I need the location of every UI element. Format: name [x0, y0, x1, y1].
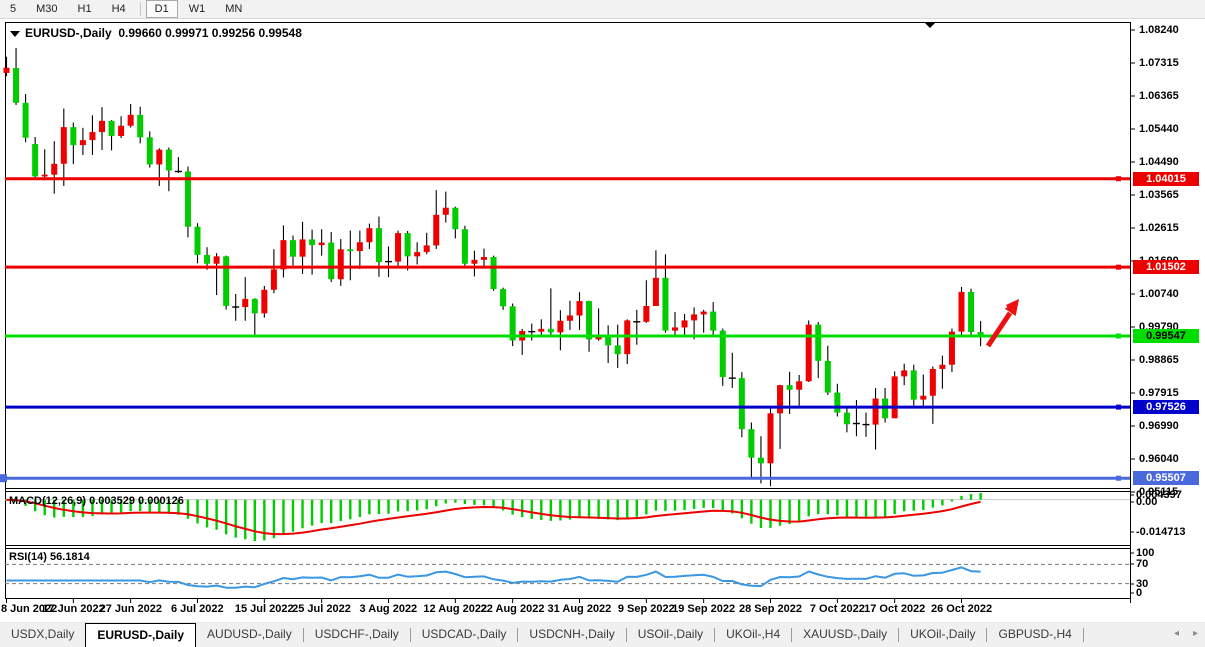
- chart-ohlc-values: 0.99660 0.99971 0.99256 0.99548: [118, 26, 302, 40]
- date-axis-tick: 17 Jun 2022: [42, 603, 105, 615]
- date-axis-tick: 27 Jun 2022: [99, 603, 163, 615]
- price-axis-tick: 0.96990: [1139, 419, 1179, 432]
- price-axis-tick: 1.04490: [1139, 155, 1179, 168]
- hline-price-label: 0.97526: [1133, 400, 1199, 415]
- price-axis-tick: 0.96040: [1139, 452, 1179, 465]
- price-axis-tick: 1.05440: [1139, 122, 1179, 135]
- timeframe-button-h4[interactable]: H4: [111, 3, 126, 15]
- chart-tab-usdcad-daily[interactable]: USDCAD-,Daily: [421, 627, 507, 641]
- hline-price-label: 0.99547: [1133, 328, 1199, 343]
- rsi-axis-tick: 70: [1136, 557, 1149, 570]
- rsi-axis-tick: 100: [1136, 546, 1155, 559]
- price-axis-tick: 1.02615: [1139, 221, 1179, 234]
- chart-symbol-period: EURUSD-,Daily: [25, 26, 112, 40]
- chart-tab-usdx-daily[interactable]: USDX,Daily: [11, 627, 75, 641]
- date-axis-tick: 9 Sep 2022: [617, 603, 675, 615]
- rsi-axis-tick: 0: [1136, 586, 1143, 599]
- price-shift-marker: [925, 23, 935, 28]
- date-axis-tick: 19 Sep 2022: [672, 603, 736, 615]
- date-axis-tick: 22 Aug 2022: [480, 603, 545, 615]
- macd-label: MACD(12,26,9) 0.003529 0.000126: [9, 495, 184, 507]
- toolbar-separator: [139, 2, 141, 16]
- macd-signal-line: [6, 498, 981, 536]
- price-axis-tick: 1.08240: [1139, 23, 1179, 36]
- date-axis-tick: 6 Jul 2022: [171, 603, 224, 615]
- tabbar-spacer: [1084, 623, 1167, 647]
- price-axis-tick: 1.07315: [1139, 56, 1179, 69]
- tab-separator: [517, 628, 519, 642]
- tab-separator: [302, 628, 304, 642]
- tabs-scroll-right-icon[interactable]: ▸: [1192, 628, 1198, 639]
- date-axis-tick: 15 Jul 2022: [234, 603, 294, 615]
- chart-tab-bar: USDX,Daily EURUSD-,Daily AUDUSD-,Daily USDC…: [0, 622, 1205, 647]
- price-axis-tick: 0.98865: [1139, 353, 1179, 366]
- price-axis-tick: 1.06365: [1139, 89, 1179, 102]
- macd-axis-tick: 0.00: [1136, 495, 1158, 508]
- chart-tab-xauusd-daily[interactable]: XAUUSD-,Daily: [803, 627, 888, 641]
- rsi-axis-tick: 30: [1136, 577, 1149, 590]
- rsi-label: RSI(14) 56.1814: [9, 551, 90, 563]
- chart-title: EURUSD-,Daily 0.99660 0.99971 0.99256 0.…: [10, 26, 302, 40]
- rsi-line: [6, 566, 981, 589]
- hline-price-label: 0.95507: [1133, 471, 1199, 486]
- macd-name: MACD(12,26,9): [9, 495, 87, 507]
- date-axis-tick: 28 Sep 2022: [739, 603, 802, 615]
- timeframe-button-w1[interactable]: W1: [188, 3, 206, 15]
- timeframe-button-h1[interactable]: H1: [77, 3, 92, 15]
- date-axis-tick: 8 Jun 2022: [1, 603, 58, 615]
- price-axis-tick: 1.00740: [1139, 287, 1179, 300]
- timeframe-toolbar: 5 M30 H1 H4 D1 W1 MN: [0, 0, 1205, 19]
- tab-separator: [898, 628, 900, 642]
- price-axis-tick: 0.97915: [1139, 386, 1179, 399]
- timeframe-button-5[interactable]: 5: [10, 3, 17, 15]
- tab-separator: [1082, 628, 1084, 642]
- chart-tab-eurusd-daily[interactable]: EURUSD-,Daily: [85, 623, 197, 647]
- tab-separator: [409, 628, 411, 642]
- tab-separator: [625, 628, 627, 642]
- price-axis-tick: 1.03565: [1139, 188, 1179, 201]
- date-axis-tick: 3 Aug 2022: [359, 603, 418, 615]
- macd-axis-tick: 0.004397: [1136, 488, 1182, 501]
- tab-separator: [714, 628, 716, 642]
- timeframe-button-m30[interactable]: M30: [36, 3, 58, 15]
- date-axis-tick: 26 Oct 2022: [931, 603, 993, 615]
- macd-axis-tick: -0.014713: [1136, 525, 1186, 538]
- chart-tab-ukoil-daily[interactable]: UKOil-,Daily: [910, 627, 976, 641]
- macd-histogram: [5, 493, 982, 541]
- date-axis-tick: 7 Oct 2022: [809, 603, 865, 615]
- timeframe-button-mn[interactable]: MN: [225, 3, 243, 15]
- tab-separator: [791, 628, 793, 642]
- chart-tab-audusd-daily[interactable]: AUDUSD-,Daily: [207, 627, 292, 641]
- price-axis-tick: 0.95115: [1139, 485, 1179, 498]
- rsi-value: 56.1814: [49, 551, 90, 563]
- chart-tab-gbpusd-h4[interactable]: GBPUSD-,H4: [998, 627, 1072, 641]
- tab-separator: [986, 628, 988, 642]
- chart-tab-ukoil-h4[interactable]: UKOil-,H4: [726, 627, 781, 641]
- date-axis-tick: 25 Jul 2022: [292, 603, 351, 615]
- trend-arrow-object[interactable]: [985, 299, 1019, 348]
- chart-tab-usdcnh-daily[interactable]: USDCNH-,Daily: [529, 627, 615, 641]
- date-axis-tick: 17 Oct 2022: [864, 603, 926, 615]
- macd-values: 0.003529 0.000126: [89, 495, 184, 507]
- rsi-name: RSI(14): [9, 551, 47, 563]
- tabs-scroll-left-icon[interactable]: ◂: [1173, 628, 1179, 639]
- chart-tab-usoil-daily[interactable]: USOil-,Daily: [637, 627, 704, 641]
- hline-price-label: 1.01502: [1133, 260, 1199, 275]
- date-axis-tick: 12 Aug 2022: [423, 603, 488, 615]
- timeframe-button-d1[interactable]: D1: [145, 0, 178, 18]
- chart-collapse-icon[interactable]: [10, 31, 20, 37]
- chart-tab-usdchf-daily[interactable]: USDCHF-,Daily: [314, 627, 399, 641]
- hline-price-label: 1.04015: [1133, 171, 1199, 186]
- date-axis-tick: 31 Aug 2022: [547, 603, 612, 615]
- candlestick-series: [3, 47, 984, 487]
